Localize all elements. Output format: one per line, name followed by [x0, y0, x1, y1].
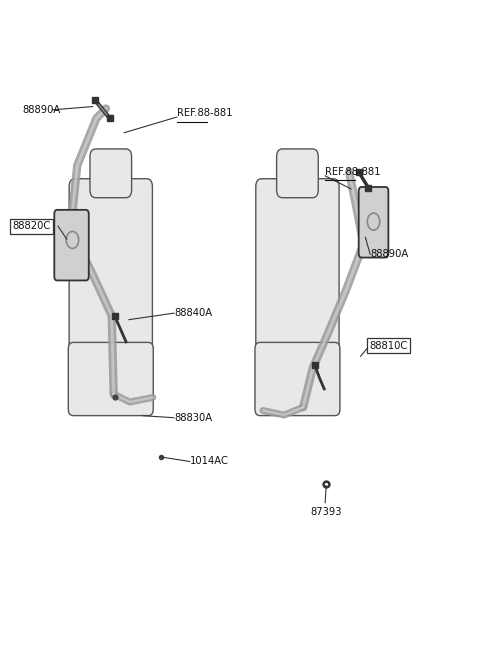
Text: 88830A: 88830A: [174, 413, 212, 422]
Text: 88840A: 88840A: [174, 308, 212, 318]
FancyBboxPatch shape: [90, 149, 132, 198]
FancyBboxPatch shape: [256, 179, 339, 360]
FancyBboxPatch shape: [276, 149, 318, 198]
FancyBboxPatch shape: [68, 343, 153, 416]
Text: 88890A: 88890A: [370, 250, 408, 259]
FancyBboxPatch shape: [69, 179, 153, 360]
FancyBboxPatch shape: [359, 187, 388, 257]
Text: 88810C: 88810C: [369, 341, 408, 351]
Text: REF.88-881: REF.88-881: [325, 167, 381, 177]
Text: 87393: 87393: [311, 507, 342, 517]
FancyBboxPatch shape: [255, 343, 340, 416]
Text: 88820C: 88820C: [12, 221, 51, 231]
Text: REF.88-881: REF.88-881: [177, 108, 232, 118]
Text: 1014AC: 1014AC: [190, 457, 228, 466]
Text: 88890A: 88890A: [22, 105, 60, 115]
FancyBboxPatch shape: [54, 210, 89, 280]
